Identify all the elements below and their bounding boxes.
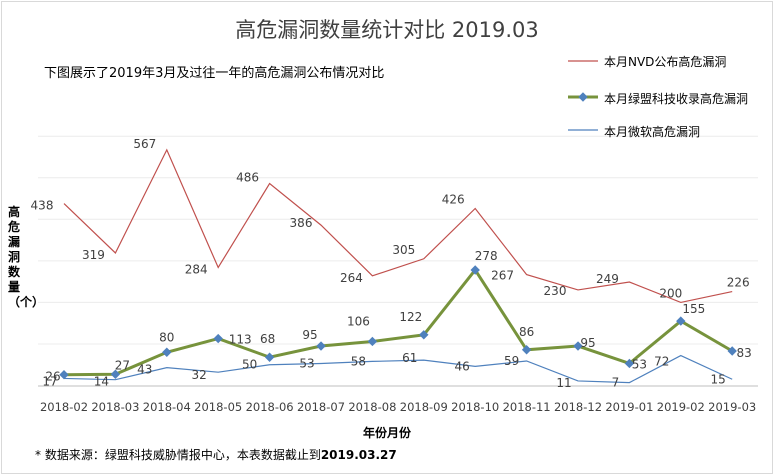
data-label-nsfocus: 106 [347, 314, 370, 328]
data-label-nsfocus: 155 [682, 302, 705, 316]
chart-subtitle: 下图展示了2019年3月及过往一年的高危漏洞公布情况对比 [44, 66, 385, 81]
x-tick-label: 2018-06 [246, 400, 294, 414]
data-label-nvd: 426 [442, 192, 465, 206]
legend-label-nsfocus: 本月绿盟科技收录高危漏洞 [604, 92, 749, 106]
legend-swatch-nsfocus-marker [578, 92, 588, 102]
data-label-nsfocus: 86 [519, 325, 534, 339]
data-label-microsoft: 17 [42, 374, 57, 388]
series-line-nvd [63, 148, 733, 304]
series-marker-nsfocus [59, 369, 69, 380]
x-axis-label: 年份月份 [362, 426, 411, 440]
data-label-microsoft: 61 [402, 351, 417, 365]
series-marker-nsfocus [264, 352, 275, 362]
series-marker-nsfocus [213, 333, 223, 344]
x-tick-label: 2018-07 [297, 400, 345, 414]
data-label-nsfocus: 278 [475, 249, 498, 263]
series-line-microsoft [63, 354, 733, 384]
series-marker-nsfocus [676, 316, 686, 326]
data-label-nvd: 249 [596, 272, 619, 286]
data-label-nvd: 264 [340, 271, 363, 285]
x-tick-label: 2018-10 [451, 400, 499, 414]
series-marker-nsfocus [624, 358, 635, 369]
legend-label-microsoft: 本月微软高危漏洞 [604, 125, 701, 139]
data-label-microsoft: 32 [192, 368, 207, 382]
data-label-microsoft: 72 [654, 355, 669, 369]
x-tick-label: 2018-02 [40, 400, 88, 414]
data-label-microsoft: 15 [711, 372, 726, 386]
footnote-prefix: * 数据来源：绿盟科技威胁情报中心，本表数据截止到 [35, 448, 321, 462]
series-marker-nsfocus [110, 369, 121, 379]
x-tick-label: 2018-12 [554, 400, 602, 414]
series-marker-nsfocus [470, 265, 480, 275]
x-tick-label: 2019-02 [657, 400, 705, 414]
data-label-nvd: 226 [727, 276, 750, 290]
series-marker-nsfocus [367, 336, 378, 347]
data-label-nsfocus: 113 [229, 333, 252, 347]
series-line-nsfocus [63, 267, 733, 377]
data-label-nvd: 284 [185, 262, 208, 276]
data-label-microsoft: 59 [504, 354, 519, 368]
data-label-microsoft: 50 [242, 358, 257, 372]
x-tick-label: 2019-03 [708, 400, 756, 414]
series-marker-nsfocus [727, 346, 737, 356]
data-label-nvd: 230 [544, 284, 567, 298]
data-label-nsfocus: 83 [737, 346, 752, 360]
data-label-microsoft: 14 [94, 375, 109, 389]
data-label-nsfocus: 26 [45, 370, 60, 384]
y-axis-label: 高危漏洞数量（个） [8, 205, 44, 309]
series-marker-nsfocus [419, 330, 429, 340]
data-label-nvd: 305 [392, 243, 415, 257]
data-label-nsfocus: 68 [260, 332, 275, 346]
x-tick-label: 2018-04 [143, 400, 191, 414]
x-tick-label: 2018-09 [400, 400, 448, 414]
chart-title: 高危漏洞数量统计对比 2019.03 [235, 18, 539, 42]
data-label-nsfocus: 122 [399, 310, 422, 324]
x-tick-label: 2018-05 [194, 400, 242, 414]
data-label-nvd: 486 [236, 171, 259, 185]
data-label-nvd: 567 [133, 137, 156, 151]
data-label-microsoft: 53 [299, 356, 314, 370]
data-label-microsoft: 46 [455, 359, 470, 373]
x-tick-label: 2019-01 [605, 400, 653, 414]
footnote: * 数据来源：绿盟科技威胁情报中心，本表数据截止到2019.03.27 [35, 446, 397, 463]
data-label-microsoft: 43 [137, 363, 152, 377]
data-label-microsoft: 58 [351, 354, 366, 368]
series-marker-nsfocus [316, 341, 326, 351]
data-label-nvd: 267 [491, 269, 514, 283]
data-label-nsfocus: 95 [580, 336, 595, 350]
data-label-nvd: 319 [82, 248, 105, 262]
series-marker-nsfocus [573, 341, 583, 351]
data-label-nvd: 386 [290, 216, 313, 230]
x-tick-label: 2018-03 [91, 400, 139, 414]
data-label-nvd: 200 [659, 286, 682, 300]
data-label-microsoft: 11 [556, 376, 571, 390]
data-label-nsfocus: 53 [632, 357, 647, 371]
series-marker-nsfocus [521, 345, 532, 355]
data-label-nvd: 438 [31, 199, 54, 213]
x-tick-label: 2018-11 [503, 400, 551, 414]
data-label-microsoft: 7 [612, 376, 620, 390]
data-label-nsfocus: 27 [115, 358, 130, 372]
data-label-nsfocus: 95 [302, 328, 317, 342]
footnote-date: 2019.03.27 [320, 448, 397, 462]
series-marker-nsfocus [162, 347, 172, 357]
data-label-nsfocus: 80 [159, 330, 174, 344]
legend-label-nvd: 本月NVD公布高危漏洞 [604, 55, 727, 69]
x-tick-label: 2018-08 [348, 400, 396, 414]
